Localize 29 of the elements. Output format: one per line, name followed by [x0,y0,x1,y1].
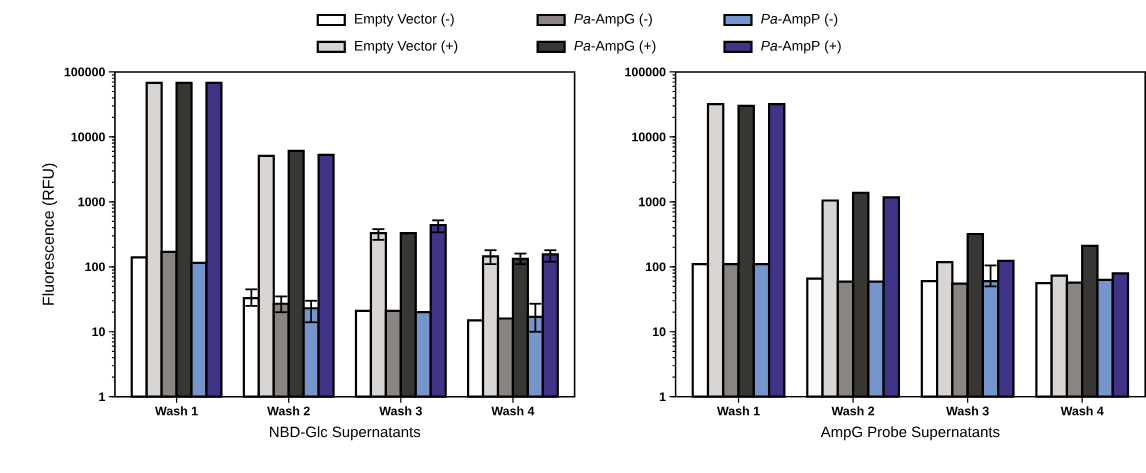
legend-label: Pa-AmpG (+) [574,40,656,54]
x-tick-label: Wash 1 [155,406,198,416]
y-tick-label: 10000 [71,132,105,142]
x-tick-label: Wash 4 [491,406,535,416]
y-tick-label: 100 [85,262,105,272]
x-tick-label: Wash 1 [717,406,760,416]
x-tick-label: Wash 2 [831,406,875,416]
x-tick-label: Wash 3 [379,406,422,416]
legend-label: Pa-AmpG (-) [574,13,652,27]
y-tick-label: 100 [646,262,666,272]
y-tick-label: 1 [659,392,666,402]
y-tick-label: 10000 [632,132,666,142]
y-tick-label: 100000 [625,67,666,77]
y-tick-label: 100000 [64,67,105,77]
y-tick-label: 10 [652,327,666,337]
y-tick-label: 1000 [639,197,666,207]
x-tick-label: Wash 2 [267,406,310,416]
legend-label: Empty Vector (-) [355,13,454,27]
legend-label: Pa-AmpP (-) [761,13,838,27]
legend-label: Pa-AmpP (+) [761,40,841,54]
y-axis-title: Fluorescence (RFU) [42,163,58,305]
x-axis-title: NBD-Glc Supernatants [270,426,421,441]
x-axis-title: AmpG Probe Supernatants [820,426,1000,441]
x-tick-label: Wash 4 [1060,406,1104,416]
y-tick-label: 1000 [78,197,105,207]
y-tick-label: 10 [92,327,105,337]
legend-label: Empty Vector (+) [355,40,458,54]
y-tick-label: 1 [99,392,106,402]
x-tick-label: Wash 3 [946,406,989,416]
